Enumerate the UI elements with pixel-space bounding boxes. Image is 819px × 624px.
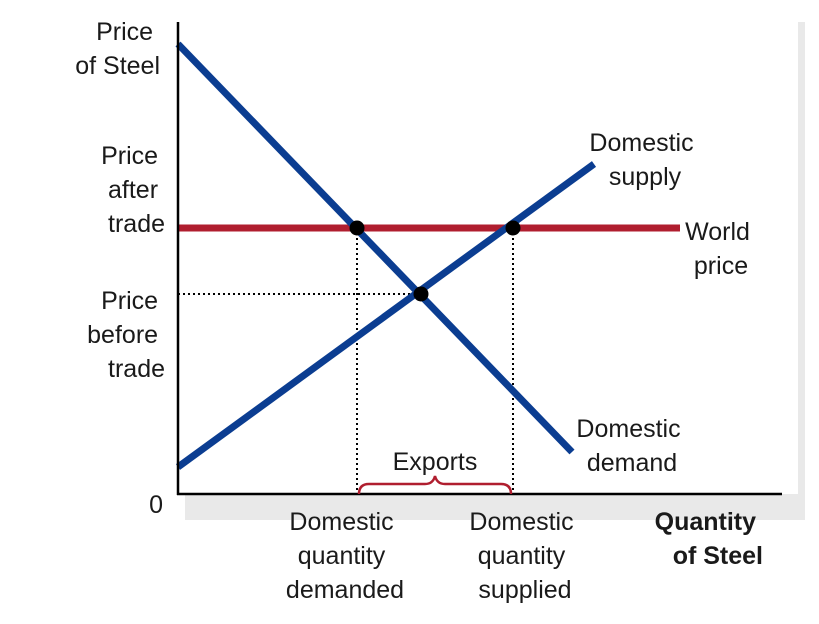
origin-label: 0 [149,491,163,519]
quantity-demanded-label: Domestic quantity demanded [286,508,404,604]
supply-world-intersection [506,221,521,236]
demand-world-intersection [350,221,365,236]
price-after-trade-label: Price after trade [101,142,165,238]
quantity-supplied-label: Domestic quantity supplied [469,508,580,604]
y-axis-title: Price of Steel [75,18,160,80]
x-axis-title: Quantity of Steel [655,508,763,570]
domestic-equilibrium-point [414,287,429,302]
exports-label: Exports [393,448,478,476]
price-before-trade-label: Price before trade [87,287,165,383]
